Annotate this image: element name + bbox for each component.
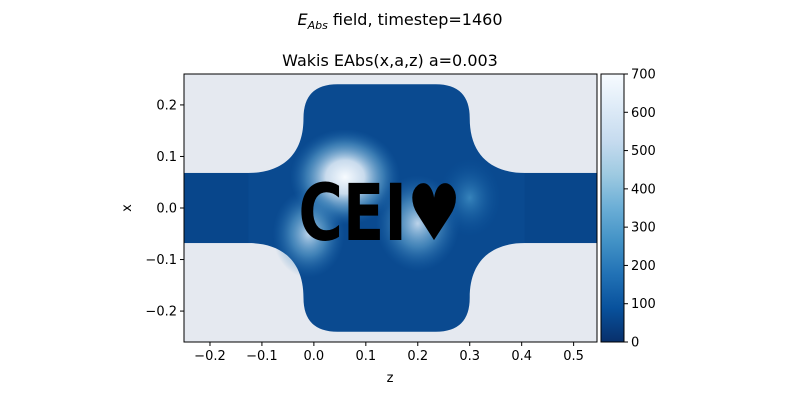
- colorbar-tick-label: 500: [631, 144, 656, 159]
- x-axis-label: z: [387, 371, 394, 386]
- colorbar-tick-label: 300: [631, 221, 656, 236]
- colorbar-tick-label: 200: [631, 259, 656, 274]
- y-tick-label: −0.2: [145, 305, 177, 320]
- colorbar-tick-label: 400: [631, 182, 656, 197]
- colorbar: 0 100 200 300 400 500 600 700: [600, 68, 656, 351]
- x-tick-label: 0.3: [459, 349, 480, 364]
- suptitle-text: field, timestep=1460: [328, 10, 503, 29]
- suptitle-symbol: E: [297, 10, 308, 29]
- field-layer: CEI♥: [184, 84, 597, 332]
- colorbar-tick-label: 100: [631, 297, 656, 312]
- x-tick-label: 0.5: [563, 349, 584, 364]
- x-axis: −0.2 −0.1 0.0 0.1 0.2 0.3 0.4 0.5: [194, 342, 584, 364]
- inscription-geometry: CEI♥: [298, 169, 461, 259]
- plot-title: Wakis EAbs(x,a,z) a=0.003: [282, 51, 498, 70]
- x-tick-label: 0.4: [511, 349, 532, 364]
- suptitle-subscript: Abs: [307, 19, 329, 32]
- colorbar-ticks: 0 100 200 300 400 500 600 700: [624, 68, 656, 351]
- y-axis: 0.2 0.1 0.0 −0.1 −0.2: [145, 98, 184, 320]
- y-tick-label: 0.1: [156, 150, 177, 165]
- colorbar-tick-label: 600: [631, 106, 656, 121]
- y-tick-label: −0.1: [145, 253, 177, 268]
- figure-suptitle: EAbs field, timestep=1460: [297, 10, 502, 32]
- y-axis-label: x: [120, 204, 135, 212]
- x-tick-label: 0.2: [407, 349, 428, 364]
- field-hotspot: [272, 189, 345, 278]
- x-tick-label: 0.0: [304, 349, 325, 364]
- x-tick-label: −0.2: [194, 349, 226, 364]
- y-tick-label: 0.0: [156, 202, 177, 217]
- colorbar-gradient: [600, 73, 625, 343]
- field-hotspot: [437, 157, 502, 238]
- y-tick-label: 0.2: [156, 98, 177, 113]
- x-tick-label: 0.1: [355, 349, 376, 364]
- x-tick-label: −0.1: [246, 349, 278, 364]
- colorbar-tick-label: 0: [631, 336, 639, 351]
- plot-area: CEI♥: [184, 74, 597, 342]
- colorbar-tick-label: 700: [631, 68, 656, 83]
